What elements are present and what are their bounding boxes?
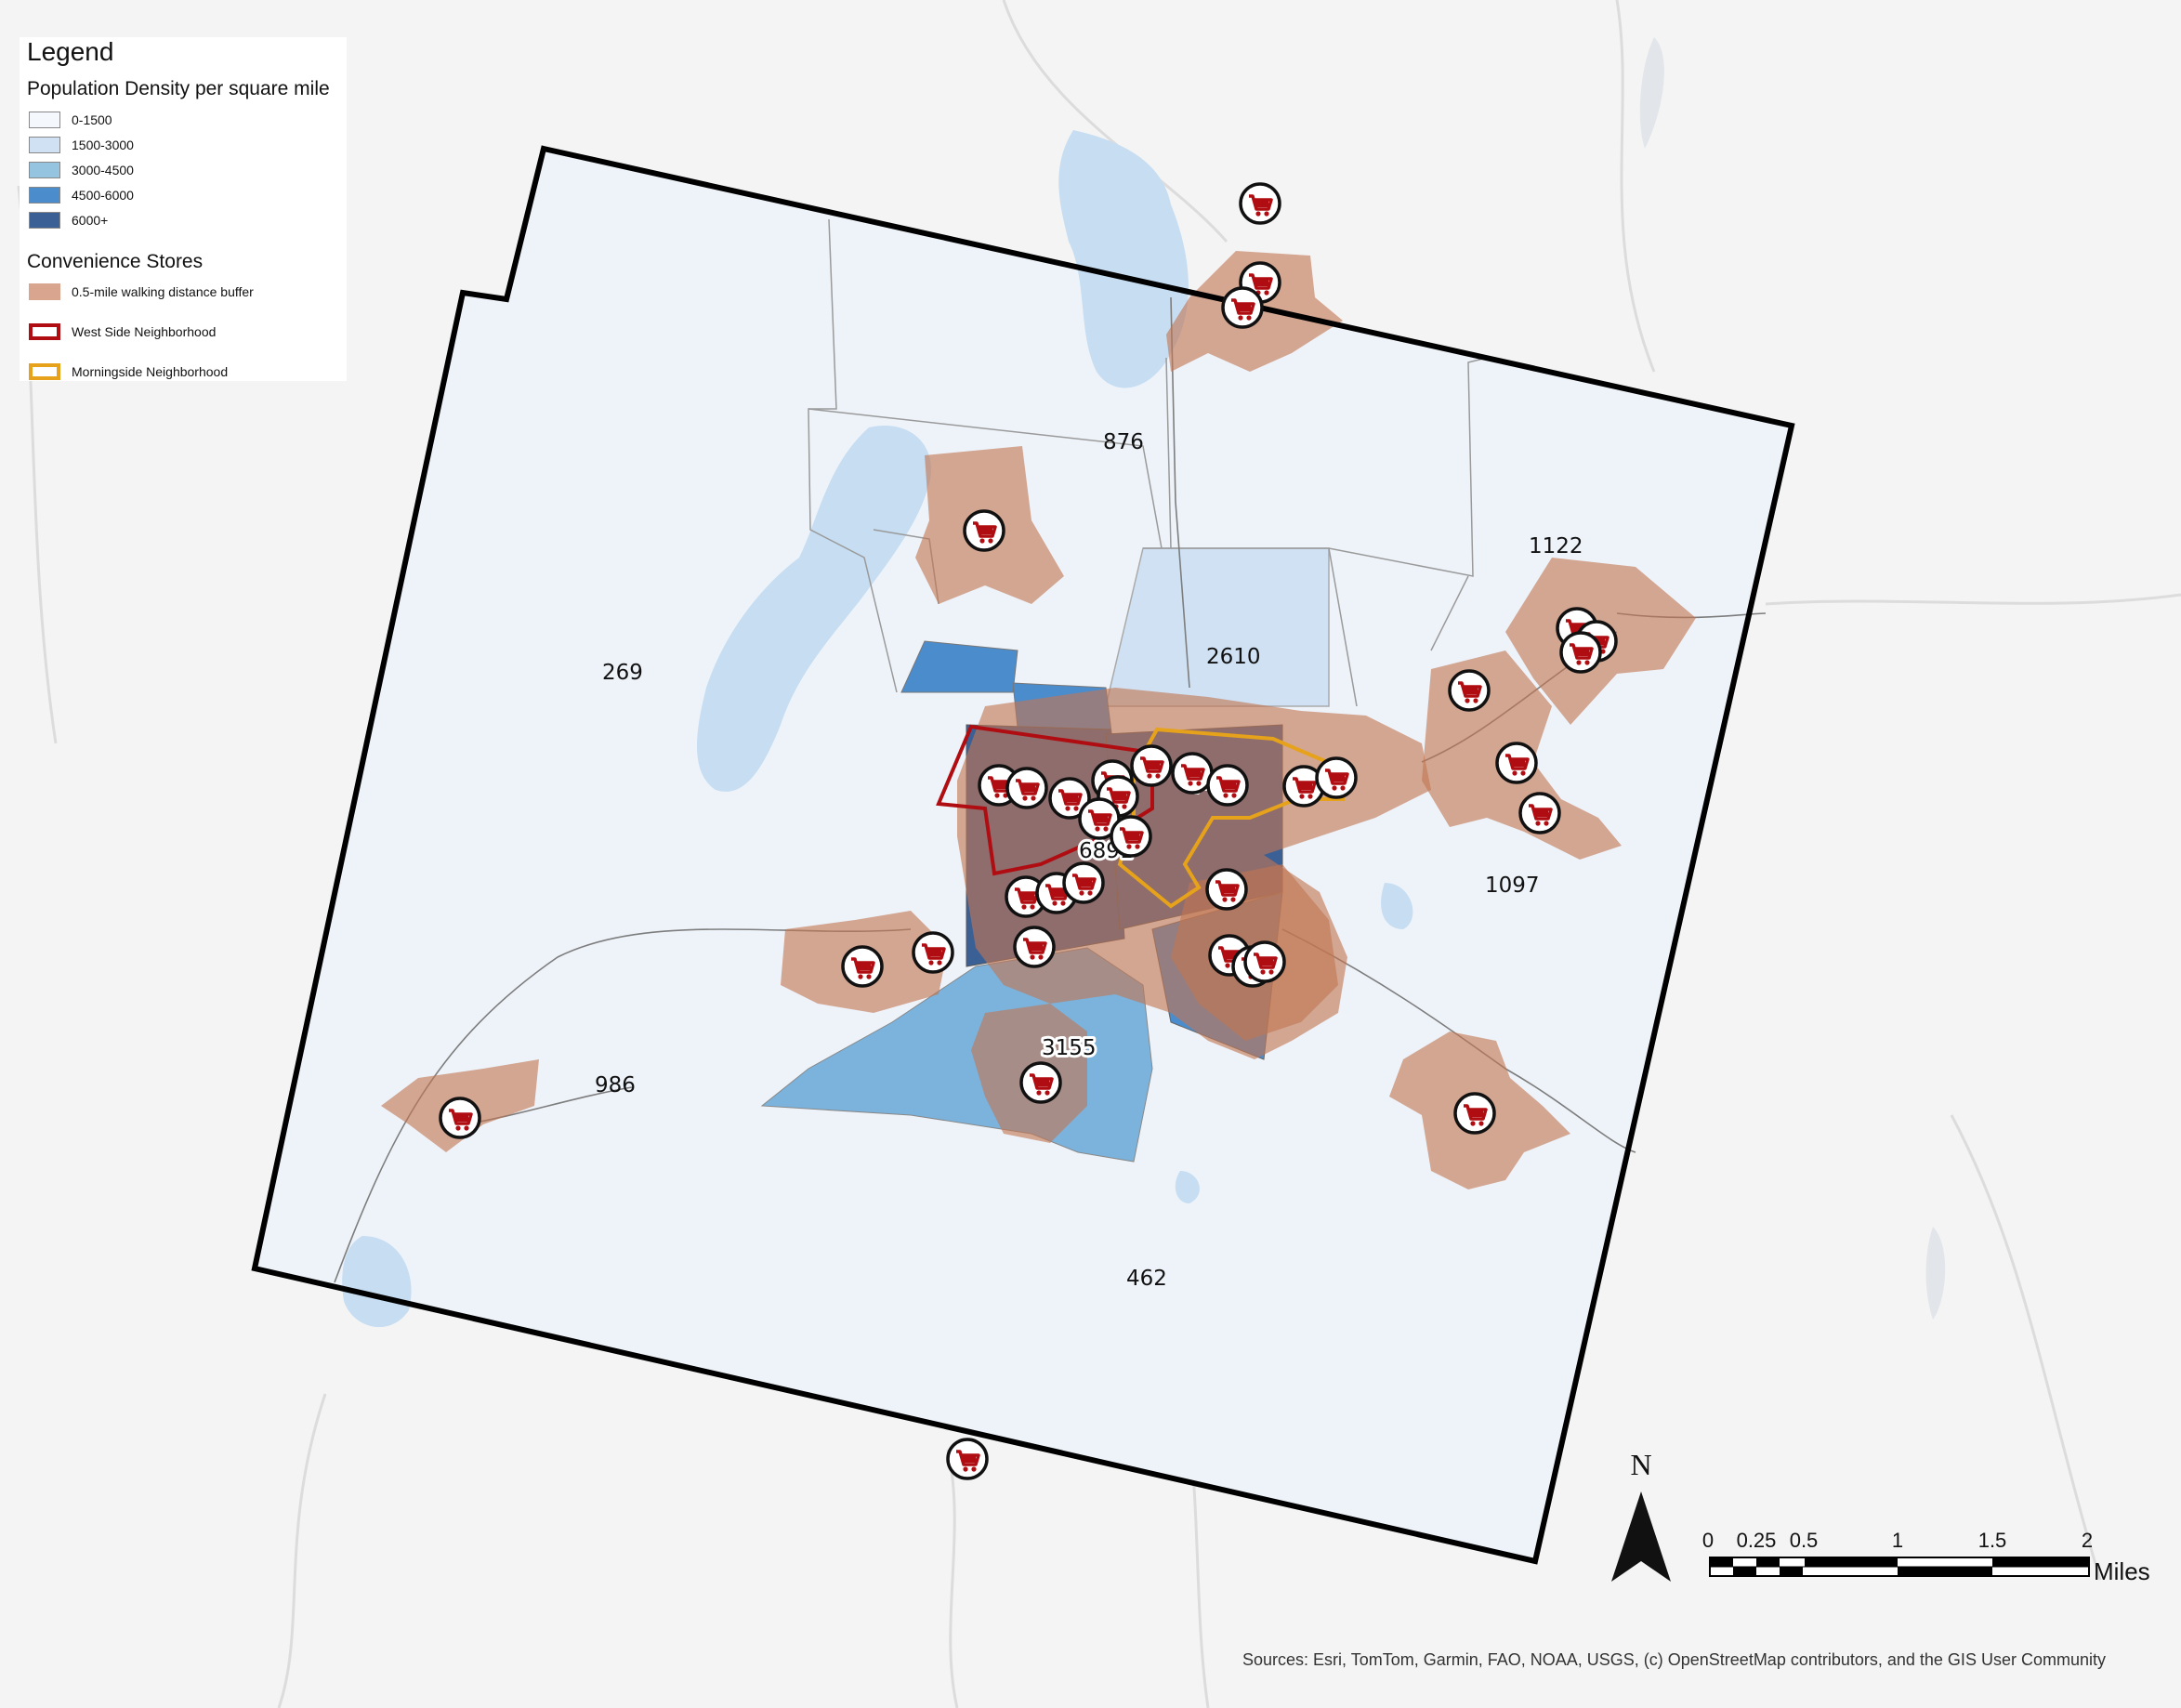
legend-item-0-1500: 0-1500 <box>29 112 112 128</box>
density-label: 876 <box>1103 430 1144 454</box>
legend-item-morningside: Morningside Neighborhood <box>29 363 228 380</box>
legend-label: 0.5-mile walking distance buffer <box>72 284 254 299</box>
scale-tick: 2 <box>2082 1529 2093 1552</box>
shopping-cart-icon <box>1453 1092 1496 1135</box>
scale-tick: 0.5 <box>1790 1529 1819 1552</box>
density-label: 1122 <box>1529 534 1583 558</box>
legend-item-buffer: 0.5-mile walking distance buffer <box>29 283 254 300</box>
shopping-cart-icon <box>1448 669 1491 712</box>
legend-label: 3000-4500 <box>72 163 134 177</box>
shopping-cart-icon <box>912 931 954 974</box>
buffer-swatch <box>29 283 60 300</box>
legend-title: Legend <box>27 37 114 66</box>
density-swatch <box>29 162 60 178</box>
north-label: N <box>1630 1448 1651 1481</box>
tract-boundaries <box>808 218 1488 707</box>
scale-bar: 0 0.25 0.5 1 1.5 2 Miles <box>1702 1529 2150 1585</box>
legend-label: Morningside Neighborhood <box>72 364 229 379</box>
density-label: 3155 <box>1042 1036 1097 1060</box>
north-arrow-icon <box>1611 1491 1641 1582</box>
legend-panel: Legend Population Density per square mil… <box>20 37 347 381</box>
scale-tick: 0.25 <box>1737 1529 1777 1552</box>
legend-item-west-side: West Side Neighborhood <box>29 323 216 340</box>
shopping-cart-icon <box>439 1097 481 1139</box>
density-swatch <box>29 137 60 153</box>
shopping-cart-icon <box>1495 742 1538 784</box>
shopping-cart-icon <box>1205 868 1248 911</box>
legend-item-1500-3000: 1500-3000 <box>29 137 134 153</box>
shopping-cart-icon <box>963 509 1005 552</box>
density-label: 2610 <box>1206 645 1261 669</box>
density-swatch <box>29 187 60 204</box>
shopping-cart-icon <box>1206 764 1249 807</box>
shopping-cart-icon <box>1013 926 1056 968</box>
legend-label: 4500-6000 <box>72 188 134 203</box>
shopping-cart-icon <box>1518 792 1561 834</box>
north-arrow: N <box>1611 1448 1671 1582</box>
scale-tick: 0 <box>1702 1529 1714 1552</box>
shopping-cart-icon <box>1062 861 1105 904</box>
basemap-lakes <box>1639 37 1946 1320</box>
density-label: 986 <box>595 1073 636 1097</box>
shopping-cart-icon <box>1130 744 1173 787</box>
density-swatch <box>29 112 60 128</box>
scale-tick: 1.5 <box>1978 1529 2007 1552</box>
morningside-swatch <box>29 363 60 380</box>
shopping-cart-icon <box>841 945 884 988</box>
legend-item-4500-6000: 4500-6000 <box>29 187 134 204</box>
shopping-cart-icon <box>946 1438 989 1480</box>
stores-legend-title: Convenience Stores <box>27 251 204 272</box>
legend-label: 6000+ <box>72 213 109 228</box>
legend-label: 1500-3000 <box>72 138 134 152</box>
density-legend-title: Population Density per square mile <box>27 78 330 99</box>
tract-2610 <box>1105 547 1330 707</box>
tract-4500-6000 <box>900 640 1018 693</box>
shopping-cart-icon <box>1559 631 1602 674</box>
shopping-cart-icon <box>1019 1061 1062 1104</box>
shopping-cart-icon <box>1221 286 1264 329</box>
study-area-boundary <box>251 145 1795 1565</box>
shopping-cart-icon <box>1005 767 1048 809</box>
shopping-cart-icon <box>1243 940 1286 983</box>
density-label: 1097 <box>1485 874 1540 898</box>
legend-item-3000-4500: 3000-4500 <box>29 162 134 178</box>
legend-label: 0-1500 <box>72 112 112 127</box>
shopping-cart-icon <box>1171 752 1214 795</box>
source-attribution: Sources: Esri, TomTom, Garmin, FAO, NOAA… <box>1242 1650 2106 1669</box>
shopping-cart-icon <box>1239 182 1281 225</box>
legend-item-6000-plus: 6000+ <box>29 212 108 229</box>
scale-tick: 1 <box>1892 1529 1903 1552</box>
scale-unit: Miles <box>2094 1557 2150 1585</box>
density-swatch <box>29 212 60 229</box>
density-label: 269 <box>602 661 643 685</box>
west-side-swatch <box>29 323 60 340</box>
shopping-cart-icon <box>1110 815 1152 858</box>
shopping-cart-icon <box>1315 756 1358 799</box>
water-bodies <box>342 130 1413 1328</box>
density-label: 462 <box>1126 1267 1167 1291</box>
legend-label: West Side Neighborhood <box>72 324 217 339</box>
